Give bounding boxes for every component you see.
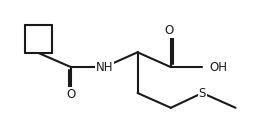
Text: O: O — [164, 24, 174, 37]
Text: OH: OH — [209, 61, 227, 74]
Text: S: S — [199, 86, 206, 100]
Text: NH: NH — [96, 61, 113, 74]
Text: O: O — [66, 88, 76, 101]
